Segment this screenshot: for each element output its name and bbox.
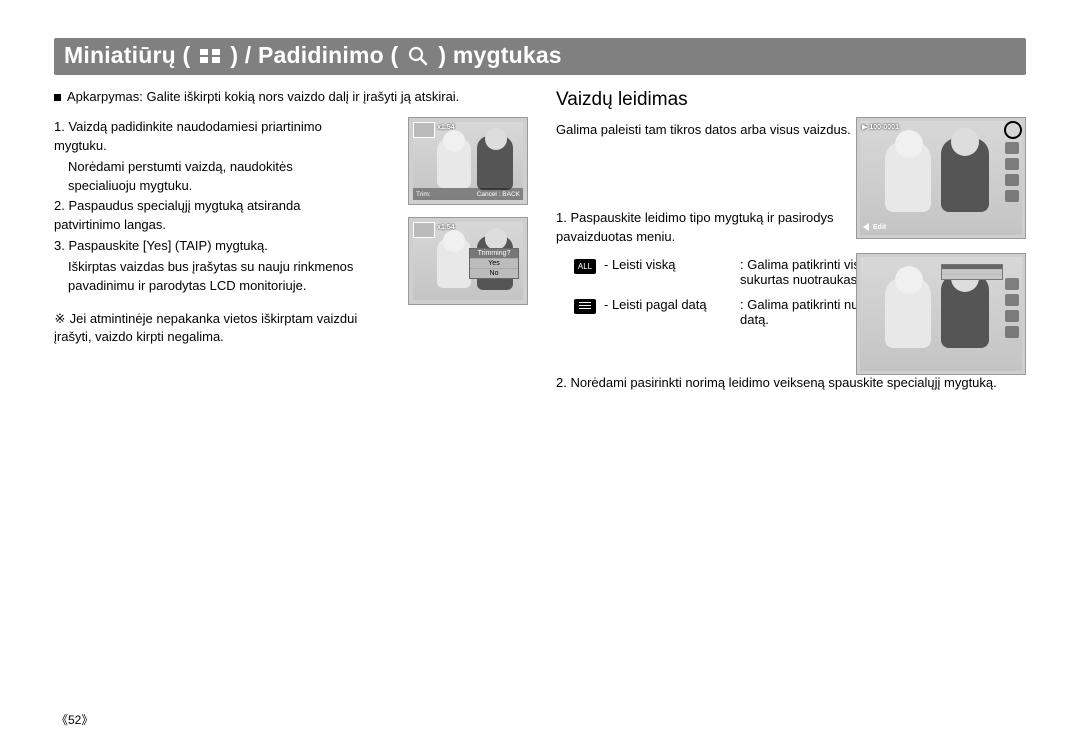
- highlight-circle-icon: [1004, 121, 1022, 139]
- title-part2: ) / Padidinimo (: [230, 42, 398, 69]
- left-step1b: Norėdami perstumti vaizdą, naudokitės sp…: [54, 158, 354, 196]
- right-step2: 2. Norėdami pasirinkti norimą leidimo ve…: [556, 375, 1026, 390]
- left-step1a: 1. Vaizdą padidinkite naudodamiesi priar…: [54, 118, 354, 156]
- left-intro-text: Apkarpymas: Galite iškirpti kokią nors v…: [67, 89, 459, 104]
- thumb1-cancel: Cancel : BACK: [477, 191, 520, 198]
- thumb2-dialog: Trimming? Yes No: [469, 248, 519, 279]
- left-step3a: 3. Paspauskite [Yes] (TAIP) mygtuką.: [54, 237, 354, 256]
- right-step1: 1. Paspauskite leidimo tipo mygtuką ir p…: [556, 209, 876, 247]
- left-step2: 2. Paspaudus specialųjį mygtuką atsirand…: [54, 197, 354, 235]
- left-thumbnail-1: x1.54 Trim: Cancel : BACK: [408, 117, 528, 205]
- right-column: Vaizdų leidimas Galima paleisti tam tikr…: [548, 89, 1026, 390]
- thumbnail-grid-icon: [196, 46, 224, 66]
- right-thumbnail-2: [856, 253, 1026, 375]
- thumb2-dlg-yes: Yes: [470, 259, 518, 269]
- left-steps: 1. Vaizdą padidinkite naudodamiesi priar…: [54, 118, 354, 296]
- thumb2-dlg-title: Trimming?: [470, 249, 518, 259]
- left-note-text: Jei atmintinėje nepakanka vietos iškirpt…: [54, 311, 357, 344]
- thumb1-trim: Trim:: [416, 191, 431, 198]
- left-column: Apkarpymas: Galite iškirpti kokią nors v…: [54, 89, 528, 390]
- page-number: 《52》: [56, 711, 93, 728]
- calendar-lines-icon: [574, 299, 596, 314]
- note-marker-icon: ※: [54, 310, 66, 328]
- r-thumb1-edit: Edit: [873, 224, 886, 231]
- right-heading: Vaizdų leidimas: [556, 89, 1026, 111]
- r-thumb1-sidebar: [1005, 142, 1019, 202]
- left-step3b: Iškirptas vaizdas bus įrašytas su nauju …: [54, 258, 354, 296]
- all-icon: ALL: [574, 259, 596, 274]
- left-note: ※ Jei atmintinėje nepakanka vietos iškir…: [54, 310, 394, 346]
- right-thumbnail-1: ▶ 100-0001 Edit: [856, 117, 1026, 239]
- r-thumb2-menu-2: [942, 275, 1002, 279]
- left-thumbnail-2: x1.54 Trimming? Yes No: [408, 217, 528, 305]
- title-part3: ) mygtukas: [438, 42, 561, 69]
- thumb2-dlg-no: No: [470, 269, 518, 278]
- opt1-label: - Leisti viską: [604, 257, 732, 272]
- r-thumb2-menu: [941, 264, 1003, 280]
- left-triangle-icon: [863, 223, 869, 231]
- page-title-bar: Miniatiūrų ( ) / Padidinimo ( ) mygtukas: [54, 38, 1026, 75]
- right-subtext: Galima paleisti tam tikros datos arba vi…: [556, 121, 876, 139]
- r-thumb1-num: 100-0001: [869, 124, 899, 131]
- r-thumb2-sidebar: [1005, 278, 1019, 338]
- bullet-square-icon: [54, 94, 61, 101]
- opt2-label: - Leisti pagal datą: [604, 297, 732, 312]
- title-part1: Miniatiūrų (: [64, 42, 190, 69]
- left-intro: Apkarpymas: Galite iškirpti kokią nors v…: [54, 89, 524, 104]
- play-icon: ▶: [862, 123, 867, 131]
- magnify-icon: [404, 46, 432, 66]
